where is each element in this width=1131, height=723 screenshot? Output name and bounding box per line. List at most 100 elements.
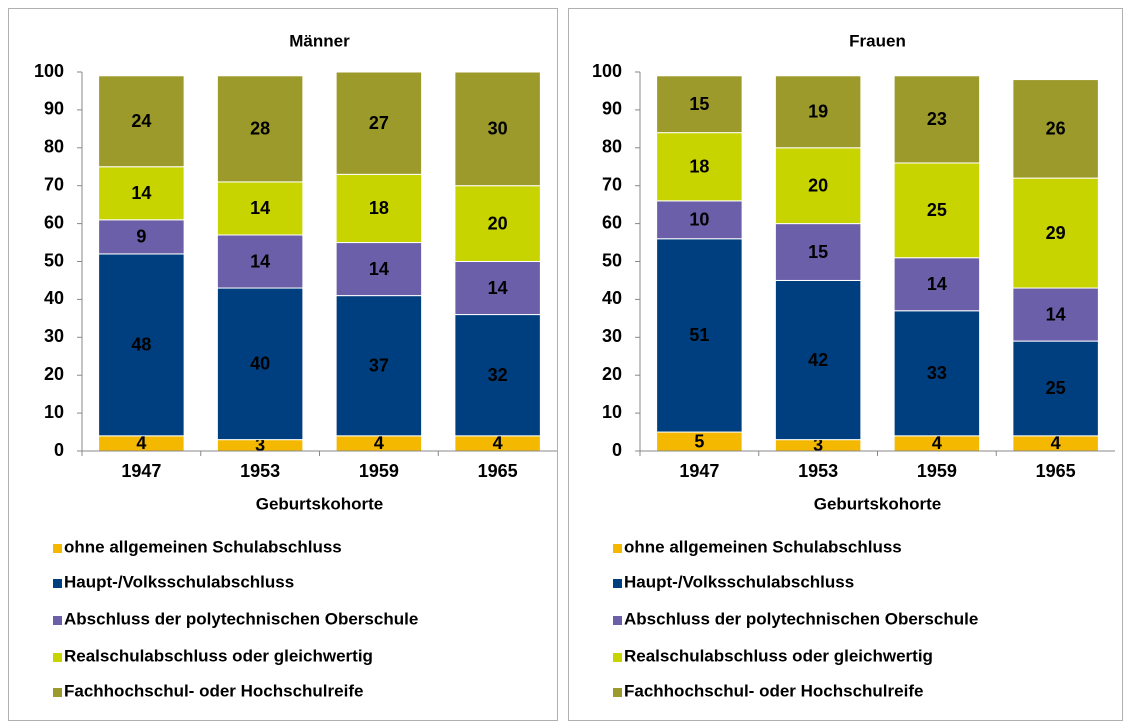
bar-segment [656, 75, 743, 134]
data-label: 15 [689, 94, 709, 114]
bar-segment [216, 181, 304, 236]
y-tick-label: 70 [602, 174, 622, 194]
data-label: 9 [136, 227, 146, 247]
bar-segment [98, 253, 185, 437]
y-tick-label: 20 [44, 364, 64, 384]
data-label: 37 [369, 355, 389, 375]
data-label: 14 [927, 274, 947, 294]
y-tick-label: 20 [602, 364, 622, 384]
bar-segment [893, 257, 981, 312]
data-label: 25 [927, 200, 947, 220]
bar-segment [216, 234, 304, 289]
y-tick-label: 30 [602, 326, 622, 346]
legend-label: Fachhochschul- oder Hochschulreife [64, 681, 363, 700]
y-tick-label: 50 [602, 250, 622, 270]
legend-swatch [613, 688, 622, 697]
data-label: 14 [369, 259, 389, 279]
y-tick-label: 80 [602, 137, 622, 157]
legend-label: Abschluss der polytechnischen Oberschule [624, 609, 978, 628]
bar-segment [893, 310, 981, 437]
data-label: 5 [694, 431, 704, 451]
bar-segment [656, 132, 743, 202]
data-label: 42 [808, 350, 828, 370]
y-tick-label: 30 [44, 326, 64, 346]
legend-swatch [613, 544, 622, 553]
data-label: 18 [369, 198, 389, 218]
y-tick-label: 90 [602, 99, 622, 119]
bar-segment [216, 287, 304, 441]
bar-segment [893, 75, 981, 164]
bar-segment [774, 75, 862, 149]
data-label: 4 [932, 433, 942, 453]
data-label: 14 [131, 183, 151, 203]
legend-swatch [53, 579, 62, 588]
data-label: 14 [250, 198, 270, 218]
data-label: 40 [250, 354, 270, 374]
y-tick-label: 100 [34, 61, 64, 81]
data-label: 14 [250, 251, 270, 271]
y-tick-label: 90 [44, 99, 64, 119]
legend-label: Abschluss der polytechnischen Oberschule [64, 609, 418, 628]
bar-segment [98, 219, 185, 255]
data-label: 33 [927, 363, 947, 383]
data-label: 3 [255, 435, 265, 455]
data-label: 14 [488, 278, 508, 298]
y-tick-label: 60 [44, 212, 64, 232]
x-axis-label: Geburtskohorte [814, 494, 942, 513]
bar-segment [454, 314, 541, 437]
data-label: 32 [488, 365, 508, 385]
data-label: 20 [808, 175, 828, 195]
legend-label: Haupt-/Volksschulabschluss [64, 572, 294, 591]
bar-segment [774, 279, 862, 441]
bar-segment [1012, 340, 1099, 437]
y-tick-label: 50 [44, 250, 64, 270]
data-label: 51 [689, 325, 709, 345]
chart-title: Männer [289, 31, 350, 50]
bar-segment [98, 166, 185, 221]
data-label: 3 [813, 435, 823, 455]
bar-segment [335, 295, 423, 437]
y-tick-label: 0 [54, 440, 64, 460]
x-tick-label: 1965 [478, 461, 518, 481]
legend-swatch [53, 616, 62, 625]
legend-swatch [53, 544, 62, 553]
data-label: 29 [1046, 223, 1066, 243]
y-tick-label: 70 [44, 174, 64, 194]
bar-segment [1012, 287, 1099, 342]
data-label: 19 [808, 102, 828, 122]
data-label: 23 [927, 109, 947, 129]
legend-label: Fachhochschul- oder Hochschulreife [624, 681, 923, 700]
legend-swatch [53, 653, 62, 662]
data-label: 4 [136, 433, 146, 453]
y-tick-label: 0 [612, 440, 622, 460]
data-label: 20 [488, 213, 508, 233]
legend-swatch [53, 688, 62, 697]
bar-segment [335, 71, 423, 175]
bar-segment [335, 173, 423, 244]
x-tick-label: 1959 [359, 461, 399, 481]
data-label: 48 [131, 335, 151, 355]
legend-label: ohne allgemeinen Schulabschluss [64, 537, 342, 556]
bar-segment [454, 185, 541, 262]
data-label: 4 [493, 433, 503, 453]
legend-swatch [613, 616, 622, 625]
data-label: 10 [689, 210, 709, 230]
bar-segment [454, 71, 541, 187]
bar-segment [335, 242, 423, 297]
x-tick-label: 1953 [798, 461, 838, 481]
x-tick-label: 1947 [679, 461, 719, 481]
legend-swatch [613, 579, 622, 588]
legend-label: Haupt-/Volksschulabschluss [624, 572, 854, 591]
data-label: 24 [131, 111, 151, 131]
legend-label: ohne allgemeinen Schulabschluss [624, 537, 902, 556]
data-label: 18 [689, 157, 709, 177]
x-axis-label: Geburtskohorte [256, 494, 384, 513]
legend-label: Realschulabschluss oder gleichwertig [64, 646, 373, 665]
x-tick-label: 1947 [121, 461, 161, 481]
y-tick-label: 80 [44, 137, 64, 157]
legend-label: Realschulabschluss oder gleichwertig [624, 646, 933, 665]
bar-segment [1012, 79, 1099, 179]
y-tick-label: 10 [602, 402, 622, 422]
y-tick-label: 40 [44, 288, 64, 308]
bar-segment [774, 147, 862, 225]
